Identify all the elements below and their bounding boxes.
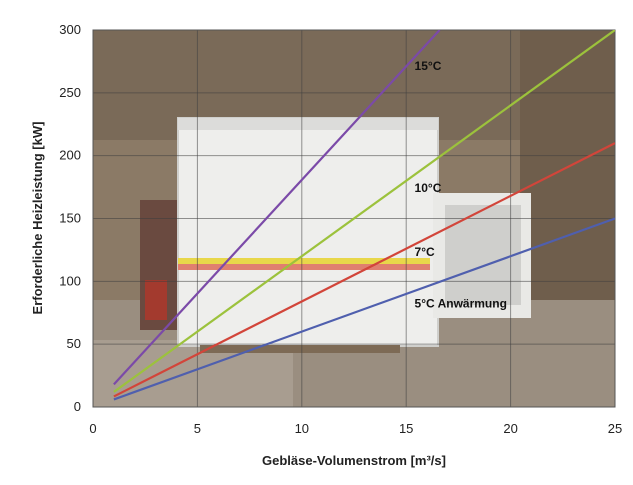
y-tick-label: 200	[59, 148, 81, 163]
series-layer	[113, 30, 615, 401]
y-tick-labels: 0 50 100 150 200 250 300	[59, 22, 81, 414]
y-axis-title: Erforderliche Heizleistung [kW]	[30, 122, 45, 315]
series-label-2: 7°C	[415, 245, 435, 259]
x-tick-label: 20	[503, 421, 517, 436]
y-tick-label: 250	[59, 85, 81, 100]
series-line-2	[113, 142, 615, 398]
x-tick-label: 5	[194, 421, 201, 436]
x-axis-title: Gebläse-Volumenstrom [m³/s]	[262, 453, 446, 468]
y-tick-label: 0	[74, 399, 81, 414]
series-line-0	[113, 30, 441, 386]
series-line-1	[113, 30, 615, 393]
series-label-1: 10°C	[415, 181, 442, 195]
x-tick-label: 0	[89, 421, 96, 436]
series-label-0: 15°C	[415, 59, 442, 73]
series-line-3	[113, 217, 615, 401]
y-tick-label: 50	[67, 336, 81, 351]
x-tick-labels: 0 5 10 15 20 25	[89, 421, 622, 436]
series-label-3: 5°C Anwärmung	[415, 297, 507, 311]
x-tick-label: 15	[399, 421, 413, 436]
x-tick-label: 25	[608, 421, 622, 436]
y-tick-label: 150	[59, 211, 81, 226]
x-tick-label: 10	[295, 421, 309, 436]
y-tick-label: 100	[59, 273, 81, 288]
series-labels: 15°C 10°C 7°C 5°C Anwärmung	[415, 59, 507, 311]
y-tick-label: 300	[59, 22, 81, 37]
